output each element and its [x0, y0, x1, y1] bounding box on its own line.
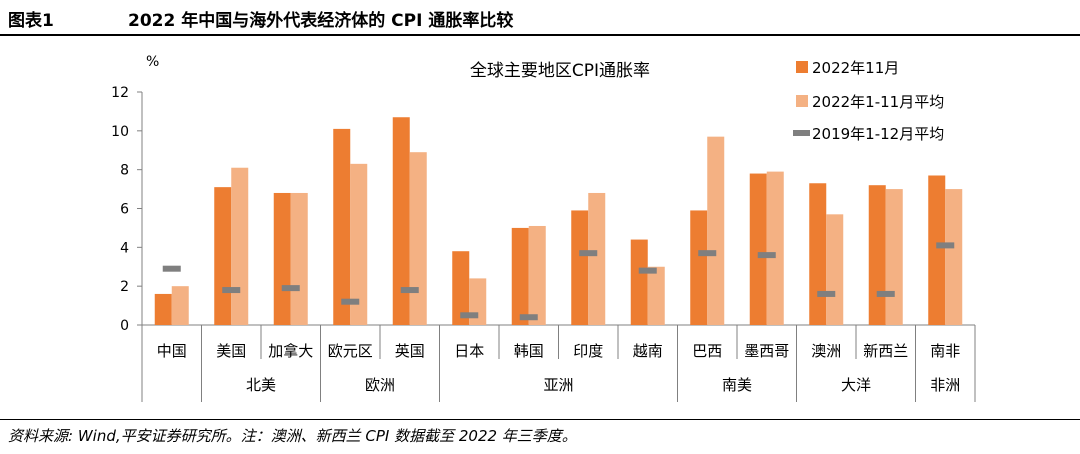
marker-2019-avg: [757, 252, 776, 259]
marker-2019-avg: [460, 312, 479, 319]
category-label: 中国: [157, 342, 187, 360]
y-axis-unit: %: [146, 54, 159, 70]
category-label: 加拿大: [268, 342, 313, 360]
category-label: 澳洲: [811, 342, 841, 360]
marker-2019-avg: [638, 267, 657, 274]
category-label: 印度: [573, 342, 603, 360]
legend-label: 2019年1-12月平均: [812, 125, 944, 143]
legend-swatch: [796, 95, 808, 107]
marker-2019-avg: [698, 250, 717, 257]
source-note: 资料来源: Wind,平安证券研究所。注：澳洲、新西兰 CPI 数据截至 202…: [8, 427, 577, 445]
marker-2019-avg: [876, 290, 895, 297]
bar-2022-avg: [826, 214, 844, 325]
y-tick-label: 4: [120, 240, 129, 256]
category-label: 欧元区: [328, 342, 373, 360]
bar-2022-avg: [647, 266, 665, 325]
marker-2019-avg: [162, 265, 181, 272]
bar-2022-nov: [511, 227, 529, 325]
group-label: 北美: [246, 376, 276, 394]
footer-rule: [0, 419, 1080, 420]
category-label: 南非: [930, 342, 960, 360]
marker-2019-avg: [281, 285, 300, 292]
bar-2022-avg: [528, 225, 546, 325]
bar-2022-avg: [885, 189, 903, 325]
bar-2022-nov: [214, 187, 232, 325]
bar-2022-nov: [333, 128, 351, 325]
plot-area: 024681012中国 美国 加拿大 欧元区 英国 日本 韩国 印度 越南 巴西 墨西哥 澳洲 新西兰南…: [111, 85, 976, 402]
group-label: 亚洲: [543, 376, 573, 394]
group-label: 欧洲: [365, 376, 395, 394]
marker-2019-avg: [400, 287, 419, 294]
category-label: 新西兰: [863, 342, 908, 360]
group-label: 南美: [722, 376, 752, 394]
bar-2022-nov: [809, 183, 827, 325]
bar-2022-nov: [630, 239, 648, 325]
y-tick-label: 8: [120, 163, 129, 179]
legend-swatch: [796, 61, 808, 73]
category-label: 英国: [395, 342, 425, 360]
figure-label: 图表1: [8, 11, 54, 31]
legend-label: 2022年1-11月平均: [812, 93, 944, 111]
legend-swatch: [793, 130, 810, 136]
marker-2019-avg: [222, 287, 241, 294]
bar-2022-nov: [154, 293, 172, 325]
bar-2022-avg: [290, 192, 308, 325]
bar-2022-avg: [350, 163, 368, 325]
bar-2022-avg: [945, 189, 963, 325]
bar-2022-nov: [452, 251, 470, 325]
bar-2022-nov: [749, 173, 767, 325]
y-tick-label: 12: [111, 85, 129, 101]
bar-2022-avg: [231, 167, 249, 325]
category-label: 美国: [216, 342, 246, 360]
bar-2022-avg: [766, 171, 784, 325]
bar-2022-avg: [409, 152, 427, 325]
bar-2022-nov: [273, 192, 291, 325]
category-label: 墨西哥: [744, 342, 789, 360]
bar-2022-avg: [707, 136, 725, 325]
y-tick-label: 2: [120, 279, 129, 295]
legend-label: 2022年11月: [812, 59, 899, 77]
group-label: 非洲: [930, 376, 960, 394]
chart-title: 全球主要地区CPI通胀率: [470, 61, 650, 81]
marker-2019-avg: [519, 314, 538, 321]
bar-2022-nov: [928, 175, 946, 325]
figure-header: 图表1 2022 年中国与海外代表经济体的 CPI 通胀率比较: [0, 0, 1080, 36]
category-label: 越南: [633, 342, 663, 360]
bar-2022-nov: [392, 117, 410, 325]
y-tick-label: 6: [120, 202, 129, 218]
marker-2019-avg: [579, 250, 598, 257]
bar-2022-nov: [690, 210, 708, 325]
group-label: 大洋: [841, 376, 871, 394]
category-label: 日本: [454, 342, 484, 360]
bar-2022-avg: [588, 192, 606, 325]
bar-2022-nov: [868, 185, 886, 325]
y-tick-label: 0: [120, 318, 129, 334]
marker-2019-avg: [341, 298, 360, 305]
legend: 2022年11月 2022年1-11月平均 2019年1-12月平均: [793, 59, 944, 143]
category-label: 韩国: [514, 342, 544, 360]
y-tick-label: 10: [111, 124, 129, 140]
marker-2019-avg: [817, 290, 836, 297]
category-label: 巴西: [692, 342, 722, 360]
marker-2019-avg: [936, 242, 955, 249]
figure-title: 2022 年中国与海外代表经济体的 CPI 通胀率比较: [128, 11, 514, 31]
bar-2022-avg: [171, 286, 189, 325]
bar-2022-nov: [571, 210, 589, 325]
